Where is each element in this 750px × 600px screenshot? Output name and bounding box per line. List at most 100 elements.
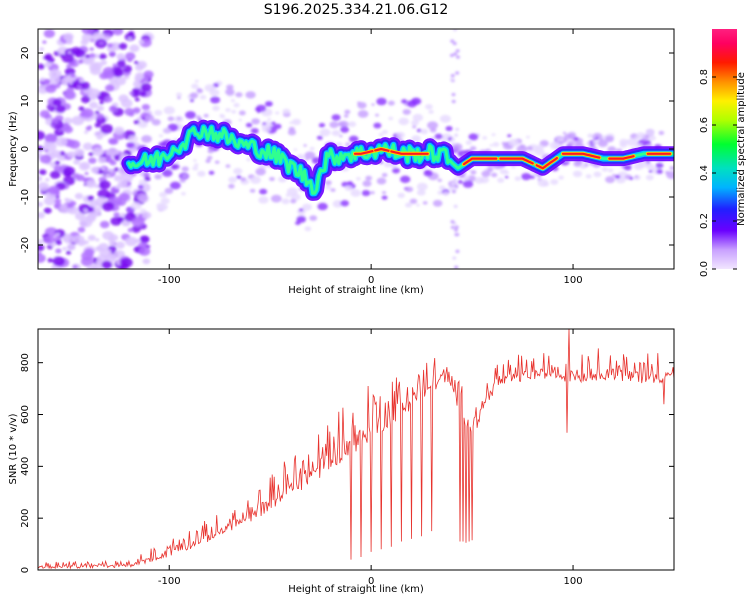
ridge-core <box>462 157 498 166</box>
halo-blob <box>562 131 567 135</box>
halo-blob <box>376 177 387 185</box>
halo-blob <box>193 159 197 162</box>
halo-blob <box>376 97 387 106</box>
x-tick-label: -100 <box>158 576 181 587</box>
halo-blob <box>317 202 328 211</box>
halo-blob <box>387 100 395 106</box>
halo-blob <box>666 171 674 180</box>
noise-blob <box>46 56 55 64</box>
halo-blob <box>467 175 477 182</box>
halo-blob <box>504 171 510 175</box>
halo-blob <box>381 172 388 178</box>
noise-blob <box>79 78 85 83</box>
noise-blob <box>124 32 136 42</box>
noise-blob <box>66 243 76 251</box>
halo-blob <box>225 164 231 168</box>
halo-blob <box>411 120 419 126</box>
halo-blob <box>160 197 170 205</box>
halo-blob <box>407 100 417 108</box>
halo-blob <box>330 188 336 192</box>
halo-blob <box>225 88 235 96</box>
halo-blob <box>383 161 392 168</box>
noise-blob <box>44 143 51 149</box>
noise-blob <box>112 68 124 78</box>
streak-blob <box>455 49 460 53</box>
streak-blob <box>450 77 455 81</box>
snr-xlabel: Height of straight line (km) <box>288 584 424 595</box>
noise-blob <box>77 226 86 233</box>
noise-blob <box>54 204 59 208</box>
halo-blob <box>231 109 237 114</box>
halo-blob <box>465 140 472 145</box>
halo-blob <box>526 146 533 151</box>
halo-blob <box>139 208 147 214</box>
halo-blob <box>550 179 559 185</box>
noise-blob <box>81 29 94 35</box>
halo-blob <box>491 133 496 137</box>
noise-blob <box>55 137 68 147</box>
halo-blob <box>219 113 224 117</box>
noise-blob <box>44 61 52 68</box>
halo-blob <box>250 176 262 184</box>
noise-blob <box>83 240 89 245</box>
noise-blob <box>120 98 133 108</box>
halo-blob <box>181 166 189 172</box>
halo-blob <box>130 201 142 210</box>
halo-blob <box>491 172 498 178</box>
noise-blob <box>47 258 54 263</box>
noise-blob <box>93 257 98 261</box>
ridge-core <box>535 157 558 170</box>
halo-blob <box>645 174 654 181</box>
halo-blob <box>197 170 206 177</box>
halo-blob <box>203 113 209 118</box>
halo-blob <box>245 122 253 128</box>
halo-blob <box>233 167 243 175</box>
x-tick-label: 100 <box>564 576 583 587</box>
noise-blob <box>106 157 114 164</box>
halo-blob <box>416 182 428 191</box>
halo-blob <box>208 170 215 175</box>
noise-blob <box>84 248 95 257</box>
halo-blob <box>469 146 477 151</box>
halo-blob <box>607 168 614 173</box>
halo-blob <box>429 127 437 133</box>
noise-blob <box>112 29 124 36</box>
noise-blob <box>86 206 95 213</box>
streak-blob <box>455 71 460 75</box>
noise-blob <box>102 70 115 80</box>
streak-blob <box>453 52 458 56</box>
snr-ticks: -100 0 100 0 200 400 600 800 <box>20 329 674 587</box>
noise-blob <box>82 142 93 151</box>
halo-blob <box>397 192 405 199</box>
noise-blob <box>52 98 63 107</box>
colorbar-label: Normalized spectral amplitude <box>736 72 747 226</box>
halo-blob <box>428 110 434 114</box>
halo-blob <box>344 185 353 191</box>
halo-blob <box>136 193 148 202</box>
noise-blob <box>48 185 60 195</box>
halo-blob <box>267 118 272 121</box>
halo-blob <box>233 103 240 108</box>
ridge-core <box>390 150 429 155</box>
noise-blob <box>84 130 89 134</box>
noise-blob <box>126 182 132 186</box>
halo-blob <box>324 180 332 186</box>
noise-blob <box>139 91 147 97</box>
noise-blob <box>66 64 72 69</box>
noise-blob <box>101 260 113 269</box>
y-tick-label: 10 <box>20 95 31 108</box>
noise-blob <box>122 222 127 226</box>
spectrogram-ridge <box>121 119 674 201</box>
streak-blob <box>455 233 460 237</box>
noise-blob <box>86 264 98 269</box>
halo-blob <box>378 132 384 137</box>
halo-blob <box>521 172 532 181</box>
noise-blob <box>70 73 76 78</box>
halo-blob <box>567 140 575 146</box>
noise-blob <box>62 175 76 186</box>
halo-blob <box>382 130 388 135</box>
noise-blob <box>66 39 74 45</box>
halo-blob <box>304 226 312 232</box>
halo-blob <box>191 83 199 89</box>
